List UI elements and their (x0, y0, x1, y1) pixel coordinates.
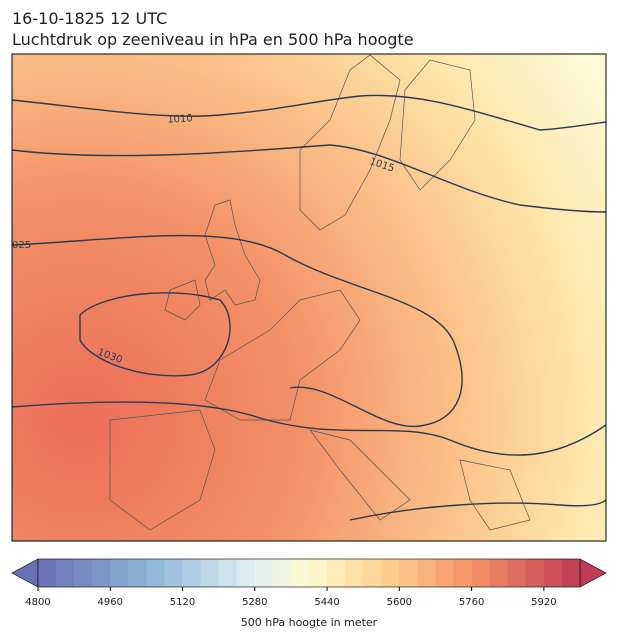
colorbar-segment (345, 559, 364, 587)
colorbar-segment (92, 559, 111, 587)
colorbar-segment (561, 559, 581, 587)
colorbar-segment (200, 559, 219, 587)
colorbar-segment (381, 559, 400, 587)
colorbar-segment (146, 559, 165, 587)
colorbar-tick-label: 5760 (459, 597, 484, 608)
colorbar-segment (453, 559, 472, 587)
isobar-label: 1010 (167, 113, 193, 125)
colorbar-segment (110, 559, 129, 587)
colorbar-segment (327, 559, 346, 587)
isobars (12, 94, 606, 521)
colorbar-tick-label: 5120 (170, 597, 195, 608)
colorbar-segment (471, 559, 490, 587)
colorbar-segment (182, 559, 201, 587)
colorbar-segment (56, 559, 75, 587)
title-line: Luchtdruk op zeeniveau in hPa en 500 hPa… (12, 30, 414, 49)
colorbar-segment (363, 559, 382, 587)
colorbar-segment (164, 559, 183, 587)
colorbar-segment (218, 559, 238, 587)
colorbar-segment (272, 559, 292, 587)
coastlines (109, 54, 531, 531)
colorbar-segment (309, 559, 328, 587)
colorbar-segment (507, 559, 527, 587)
colorbar-segment (38, 559, 57, 587)
isobar-label: 025 (12, 240, 31, 251)
map-frame (11, 53, 607, 542)
colorbar-segment (435, 559, 454, 587)
colorbar-segment (128, 559, 147, 587)
colorbar-segment (543, 559, 563, 587)
colorbar-tick-label: 4800 (25, 597, 50, 608)
colorbar-segment (525, 559, 545, 587)
colorbar-tick-label: 5280 (242, 597, 267, 608)
colorbar-extend-high (579, 558, 607, 588)
colorbar-tick-label: 4960 (98, 597, 123, 608)
colorbar-segment (254, 559, 274, 587)
colorbar-segment (417, 559, 436, 587)
colorbar-segment (399, 559, 418, 587)
colorbar-segment (74, 559, 93, 587)
colorbar-tick-label: 5920 (531, 597, 556, 608)
colorbar-frame (37, 558, 581, 588)
title-line: 16-10-1825 12 UTC (12, 9, 167, 28)
colorbar-segment (290, 559, 310, 587)
map: 1010 1015 025 1030 (12, 54, 606, 541)
colorbar: 4800 4960 5120 5280 5440 5600 5760 5920 (11, 558, 607, 608)
colorbar-segment (489, 559, 509, 587)
colorbar-extend-low (11, 558, 39, 588)
colorbar-label: 500 hPa hoogte in meter (241, 616, 378, 629)
colorbar-tick-label: 5440 (314, 597, 339, 608)
colorbar-segment (236, 559, 256, 587)
colorbar-tick-label: 5600 (387, 597, 412, 608)
